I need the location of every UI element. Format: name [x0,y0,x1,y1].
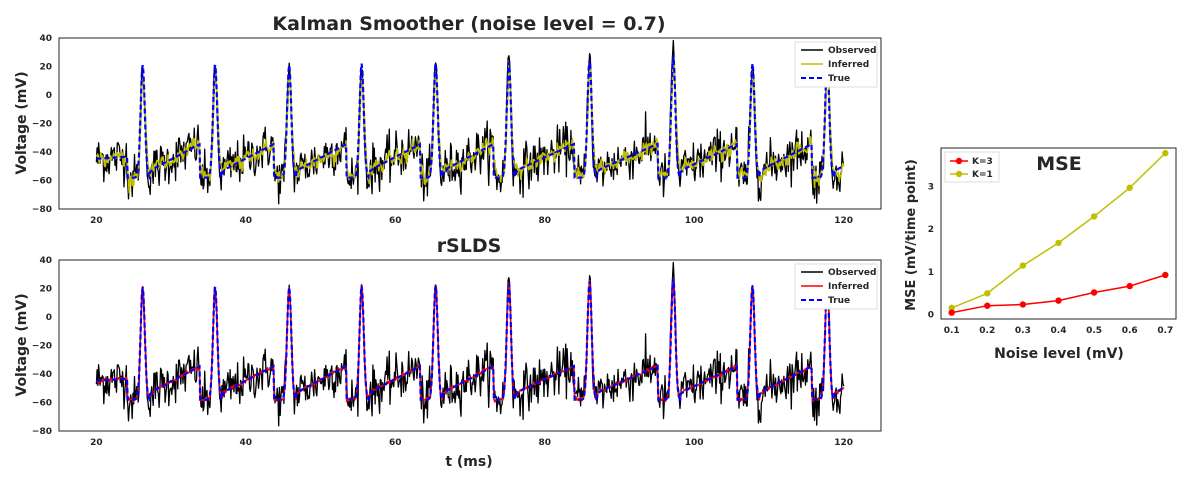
kalman-xtick-label: 60 [389,216,402,226]
mse-xtick-label: 0.5 [1086,326,1102,336]
rslds-xtick-label: 40 [240,438,253,448]
rslds-xtick-label: 120 [834,438,853,448]
rslds-ytick-label: −80 [32,427,52,437]
rslds-xtick-label: 100 [685,438,704,448]
kalman-xtick-label: 20 [90,216,103,226]
mse-ytick-label: 3 [928,182,934,192]
kalman-observed-line [95,39,845,205]
kalman-frame [58,37,882,210]
mse-k3-line [951,274,1166,314]
mse-k1-point [1090,213,1098,220]
rslds-plot-area: 40 20 0 −20 −40 −60 −80 20 40 60 80 100 120 [32,256,853,448]
kalman-xtick-label: 100 [685,216,704,226]
rslds-xtick-label: 80 [538,438,551,448]
kalman-ylabel: Voltage (mV) [14,71,30,174]
mse-title: MSE [1036,153,1082,175]
mse-k3-point [948,309,955,316]
mse-k1-point [984,290,991,297]
rslds-ytick-label: −40 [32,370,52,380]
kalman-plot-area: 40 20 0 −20 −40 −60 −80 20 40 60 80 100 120 [32,34,853,226]
mse-k1-point [1126,184,1133,191]
mse-xtick-label: 0.7 [1157,326,1173,336]
rslds-observed-line [95,261,845,427]
mse-ytick-label: 0 [928,311,934,321]
rslds-xtick-label: 60 [389,438,402,448]
mse-legend-box [944,151,1000,183]
kalman-inferred-line [95,57,845,194]
kalman-ytick-label: −80 [32,205,52,215]
mse-legend-k1-marker [955,170,963,178]
kalman-legend: Observed Inferred True [794,41,878,88]
mse-k3-point [1126,282,1133,290]
mse-k1-point [948,304,955,312]
mse-k1-point [1162,149,1169,157]
rslds-legend-observed: Observed [828,268,876,278]
mse-legend-k3: K=3 [972,157,993,167]
kalman-ytick-label: −60 [32,177,52,187]
mse-k3-point [1055,297,1062,304]
rslds-ytick-label: 0 [46,313,52,323]
rslds-legend: Observed Inferred True [794,263,878,310]
kalman-ytick-label: −20 [32,120,52,130]
rslds-true-line [96,278,845,403]
kalman-ytick-label: 20 [39,63,52,73]
mse-frame [940,147,1177,320]
mse-k1-point [1019,262,1027,269]
rslds-ylabel: Voltage (mV) [14,293,30,396]
mse-panel: MSE MSE (mV/time point) Noise level (mV)… [904,147,1177,362]
mse-legend: K=3 K=1 [944,151,1000,183]
rslds-ytick-label: −20 [32,342,52,352]
rslds-legend-true: True [828,296,850,306]
mse-xtick-label: 0.3 [1015,326,1031,336]
mse-ytick-label: 2 [928,225,934,235]
rslds-frame [58,259,882,432]
rslds-title: rSLDS [437,235,502,257]
rslds-xtick-label: 20 [90,438,103,448]
rslds-ytick-label: −60 [32,399,52,409]
kalman-title: Kalman Smoother (noise level = 0.7) [272,13,665,35]
mse-ytick-label: 1 [928,268,934,278]
mse-ylabel: MSE (mV/time point) [904,159,919,311]
mse-xtick-label: 0.4 [1051,326,1067,336]
mse-xlabel: Noise level (mV) [994,346,1124,362]
kalman-xtick-label: 80 [538,216,551,226]
mse-legend-k1: K=1 [972,170,993,180]
kalman-ytick-label: 0 [46,91,52,101]
kalman-legend-true: True [828,74,850,84]
mse-k3-point [1162,271,1169,279]
kalman-ytick-label: 40 [39,34,52,44]
kalman-xtick-label: 120 [834,216,853,226]
kalman-true-line [96,56,845,181]
kalman-ytick-label: −40 [32,148,52,158]
kalman-legend-observed: Observed [828,46,876,56]
kalman-xtick-label: 40 [240,216,253,226]
mse-k1-point [1055,239,1062,247]
kalman-legend-inferred: Inferred [828,60,869,70]
rslds-panel: rSLDS Voltage (mV) t (ms) 40 20 0 −20 −40 −60… [14,235,882,470]
mse-k3-point [1019,301,1027,308]
mse-legend-k3-marker [955,157,963,165]
mse-xtick-label: 0.2 [979,326,995,336]
mse-k3-point [984,302,991,309]
rslds-ytick-label: 40 [39,256,52,266]
mse-xtick-label: 0.1 [944,326,960,336]
rslds-ytick-label: 20 [39,285,52,295]
kalman-panel: Kalman Smoother (noise level = 0.7) Volt… [14,13,882,226]
mse-plot-area: 0 1 2 3 0.1 0.2 0.3 0.4 0.5 0.6 0.7 [928,149,1173,336]
rslds-xlabel: t (ms) [445,454,492,470]
rslds-legend-inferred: Inferred [828,282,869,292]
mse-k3-point [1090,289,1098,296]
mse-xtick-label: 0.6 [1122,326,1138,336]
